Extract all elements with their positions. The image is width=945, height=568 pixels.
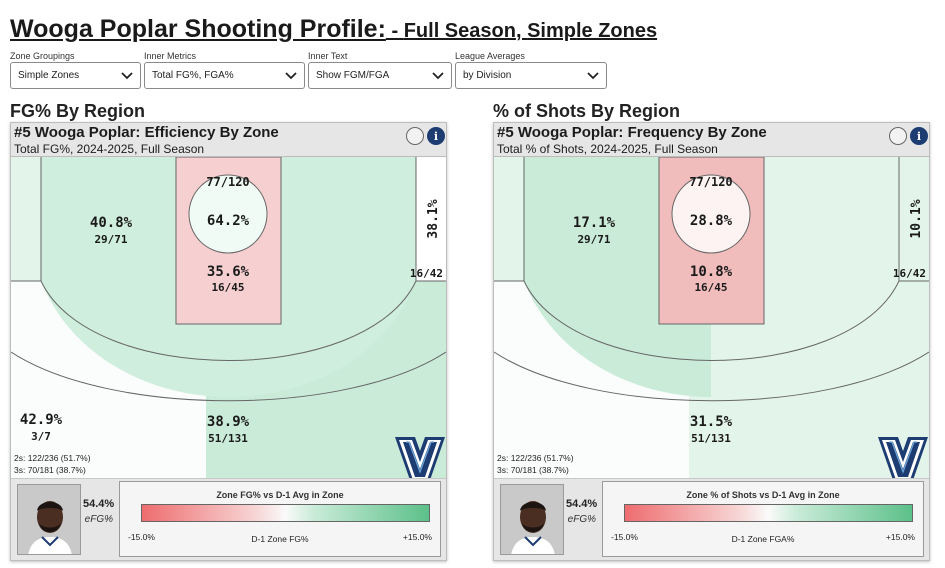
zone-corner-top-left[interactable] xyxy=(11,157,41,281)
legend-title: Zone FG% vs D-1 Avg in Zone xyxy=(216,490,344,500)
dropdown-value: Show FGM/FGA xyxy=(316,70,390,81)
dropdown-value: by Division xyxy=(463,70,512,81)
legend-min-label: -15.0% xyxy=(128,532,155,542)
zone-corner-left[interactable] xyxy=(11,281,206,492)
paint-pct-label: 10.8% xyxy=(690,264,733,280)
card-title: #5 Wooga Poplar: Frequency By Zone xyxy=(497,124,767,141)
paint-frac-label: 16/45 xyxy=(211,281,244,294)
legend-min-label: -15.0% xyxy=(611,532,638,542)
page-title-zones: Simple Zones xyxy=(527,20,658,42)
mid-left-frac-label: 29/71 xyxy=(577,233,610,246)
villanova-v-logo xyxy=(395,437,445,488)
totals-twos: 2s: 122/236 (51.7%) xyxy=(14,453,91,463)
zone-rim[interactable] xyxy=(188,174,268,254)
chevron-down-icon xyxy=(580,71,606,80)
chevron-down-icon xyxy=(114,71,140,80)
dropdown-value: Total FG%, FGA% xyxy=(152,70,234,81)
card-subtitle: Total % of Shots, 2024-2025, Full Season xyxy=(497,142,718,156)
color-legend: Zone FG% vs D-1 Avg in Zone -15.0% D-1 Z… xyxy=(119,481,441,557)
page-title-comma: , xyxy=(515,20,528,42)
mid-right-pct-label: 38.1% xyxy=(426,199,441,238)
rim-frac-label: 77/120 xyxy=(689,175,732,189)
three-top-frac-label: 51/131 xyxy=(208,432,248,445)
inner-text-dropdown[interactable]: Show FGM/FGA xyxy=(308,62,452,89)
efg-label: eFG% xyxy=(567,514,596,525)
page-title-dash: - xyxy=(385,20,404,42)
league-averages-control: League Averages by Division xyxy=(455,51,607,89)
corner-left-pct-label: 42.9% xyxy=(20,412,63,428)
card-footer: 54.4% eFG% Zone FG% vs D-1 Avg in Zone -… xyxy=(11,478,446,560)
inner-metrics-dropdown[interactable]: Total FG%, FGA% xyxy=(144,62,305,89)
toggle-circle-icon[interactable] xyxy=(889,127,907,145)
mid-right-pct-label: 10.1% xyxy=(909,199,924,238)
page-title-period: Full Season xyxy=(403,20,516,42)
zone-groupings-control: Zone Groupings Simple Zones xyxy=(10,51,141,89)
zone-corner-right[interactable] xyxy=(416,157,446,281)
zone-groupings-dropdown[interactable]: Simple Zones xyxy=(10,62,141,89)
info-icon[interactable]: i xyxy=(910,127,928,145)
section-heading-fg-pct: FG% By Region xyxy=(10,101,146,121)
rim-frac-label: 77/120 xyxy=(206,175,249,189)
inner-metrics-control: Inner Metrics Total FG%, FGA% xyxy=(144,51,305,89)
shot-zone-court: 77/120 64.2% 35.6% 16/45 40.8% 29/71 38.… xyxy=(11,157,446,492)
zone-corner-right[interactable] xyxy=(899,157,929,281)
card-subtitle: Total FG%, 2024-2025, Full Season xyxy=(14,142,205,156)
dropdown-label: Zone Groupings xyxy=(10,51,75,61)
efg-value: 54.4% xyxy=(566,498,598,510)
player-avatar xyxy=(500,484,564,555)
legend-gradient-bar xyxy=(141,504,430,522)
three-top-pct-label: 31.5% xyxy=(690,414,733,430)
card-header: #5 Wooga Poplar: Efficiency By Zone Tota… xyxy=(11,123,446,157)
rim-pct-label: 64.2% xyxy=(207,213,250,229)
efg-value: 54.4% xyxy=(83,498,115,510)
card-footer: 54.4% eFG% Zone % of Shots vs D-1 Avg in… xyxy=(494,478,929,560)
section-heading-shot-pct: % of Shots By Region xyxy=(493,101,681,121)
page-title: Wooga Poplar Shooting Profile: - Full Se… xyxy=(10,15,657,44)
corner-left-frac-label: 3/7 xyxy=(31,430,51,443)
villanova-v-logo xyxy=(878,437,928,488)
toggle-circle-icon[interactable] xyxy=(406,127,424,145)
legend-axis-label: D-1 Zone FG% xyxy=(251,534,309,544)
paint-frac-label: 16/45 xyxy=(694,281,727,294)
totals-threes: 3s: 70/181 (38.7%) xyxy=(14,465,86,475)
dropdown-label: Inner Metrics xyxy=(144,51,197,61)
legend-max-label: +15.0% xyxy=(402,532,432,542)
dropdown-value: Simple Zones xyxy=(18,70,80,81)
three-top-frac-label: 51/131 xyxy=(691,432,731,445)
legend-gradient-bar xyxy=(624,504,913,522)
chevron-down-icon xyxy=(425,71,451,80)
mid-right-frac-label: 16/42 xyxy=(893,267,926,280)
info-icon[interactable]: i xyxy=(427,127,445,145)
inner-text-control: Inner Text Show FGM/FGA xyxy=(308,51,452,89)
zone-corner-left[interactable] xyxy=(494,281,689,492)
card-header: #5 Wooga Poplar: Frequency By Zone Total… xyxy=(494,123,929,157)
page-title-main: Wooga Poplar Shooting Profile: xyxy=(10,15,386,43)
paint-pct-label: 35.6% xyxy=(207,264,250,280)
shot-zone-court: 77/120 28.8% 10.8% 16/45 17.1% 29/71 10.… xyxy=(494,157,929,492)
dropdown-label: League Averages xyxy=(455,51,525,61)
zone-corner-top-left[interactable] xyxy=(494,157,524,281)
rim-pct-label: 28.8% xyxy=(690,213,733,229)
legend-axis-label: D-1 Zone FGA% xyxy=(731,534,795,544)
league-averages-dropdown[interactable]: by Division xyxy=(455,62,607,89)
frequency-zone-card: #5 Wooga Poplar: Frequency By Zone Total… xyxy=(493,122,930,561)
mid-left-frac-label: 29/71 xyxy=(94,233,127,246)
mid-left-pct-label: 17.1% xyxy=(573,215,616,231)
mid-left-pct-label: 40.8% xyxy=(90,215,133,231)
legend-max-label: +15.0% xyxy=(885,532,915,542)
player-avatar xyxy=(17,484,81,555)
mid-right-frac-label: 16/42 xyxy=(410,267,443,280)
card-title: #5 Wooga Poplar: Efficiency By Zone xyxy=(14,124,279,141)
dropdown-label: Inner Text xyxy=(308,51,348,61)
chevron-down-icon xyxy=(278,71,304,80)
efficiency-zone-card: #5 Wooga Poplar: Efficiency By Zone Tota… xyxy=(10,122,447,561)
totals-threes: 3s: 70/181 (38.7%) xyxy=(497,465,569,475)
three-top-pct-label: 38.9% xyxy=(207,414,250,430)
legend-title: Zone % of Shots vs D-1 Avg in Zone xyxy=(686,490,840,500)
color-legend: Zone % of Shots vs D-1 Avg in Zone -15.0… xyxy=(602,481,924,557)
efg-label: eFG% xyxy=(84,514,113,525)
totals-twos: 2s: 122/236 (51.7%) xyxy=(497,453,574,463)
zone-rim[interactable] xyxy=(671,174,751,254)
